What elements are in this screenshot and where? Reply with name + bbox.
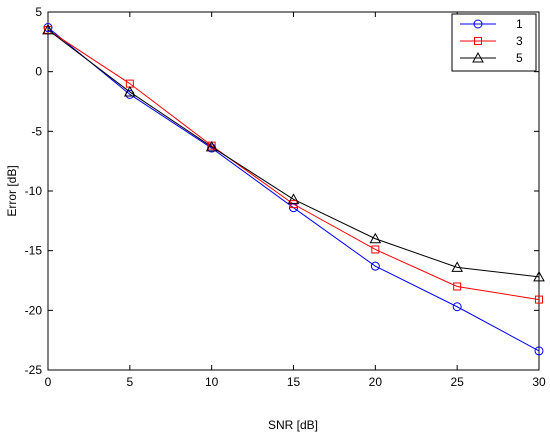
legend: 1 3 5 bbox=[451, 13, 537, 72]
y-tick-label: -15 bbox=[25, 244, 43, 258]
data-point-series-1 bbox=[370, 261, 380, 271]
data-point-series-5 bbox=[287, 193, 300, 204]
x-tick-label: 10 bbox=[205, 375, 219, 389]
y-tick-label: -10 bbox=[25, 184, 43, 198]
x-axis-label: SNR [dB] bbox=[268, 418, 318, 432]
data-point-series-1 bbox=[452, 302, 462, 312]
legend-marker-5 bbox=[472, 51, 484, 63]
data-point-series-3 bbox=[289, 200, 298, 209]
data-point-series-5 bbox=[369, 232, 382, 244]
data-point-series-5 bbox=[451, 261, 464, 272]
data-point-series-3 bbox=[535, 295, 543, 304]
x-tick-label: 25 bbox=[450, 375, 464, 389]
series-line-5 bbox=[47, 29, 540, 278]
data-point-series-5 bbox=[533, 270, 545, 282]
y-tick-label: -25 bbox=[25, 363, 43, 377]
x-tick-label: 15 bbox=[287, 375, 301, 389]
data-point-series-5 bbox=[42, 23, 54, 35]
data-point-series-5 bbox=[123, 85, 136, 97]
series-markers bbox=[42, 23, 545, 356]
data-point-series-3 bbox=[453, 282, 462, 291]
x-tick-label: 0 bbox=[45, 375, 52, 389]
legend-label-5: 5 bbox=[516, 51, 523, 65]
x-tick-label: 5 bbox=[126, 375, 133, 389]
data-point-series-5 bbox=[205, 140, 218, 152]
legend-label-1: 1 bbox=[516, 17, 523, 31]
legend-marker-3 bbox=[474, 37, 482, 45]
legend-marker-1 bbox=[473, 19, 483, 29]
x-tick-label: 30 bbox=[532, 375, 546, 389]
y-tick-label: 0 bbox=[35, 65, 42, 79]
legend-label-3: 3 bbox=[516, 34, 523, 48]
data-point-series-3 bbox=[371, 245, 380, 254]
y-tick-label: 5 bbox=[35, 5, 42, 19]
data-point-series-1 bbox=[534, 346, 544, 356]
y-axis-label: Error [dB] bbox=[5, 165, 19, 216]
y-tick-label: -20 bbox=[25, 303, 43, 317]
y-tick-label: -5 bbox=[31, 124, 42, 138]
legend-box bbox=[451, 13, 537, 72]
x-tick-label: 20 bbox=[369, 375, 383, 389]
